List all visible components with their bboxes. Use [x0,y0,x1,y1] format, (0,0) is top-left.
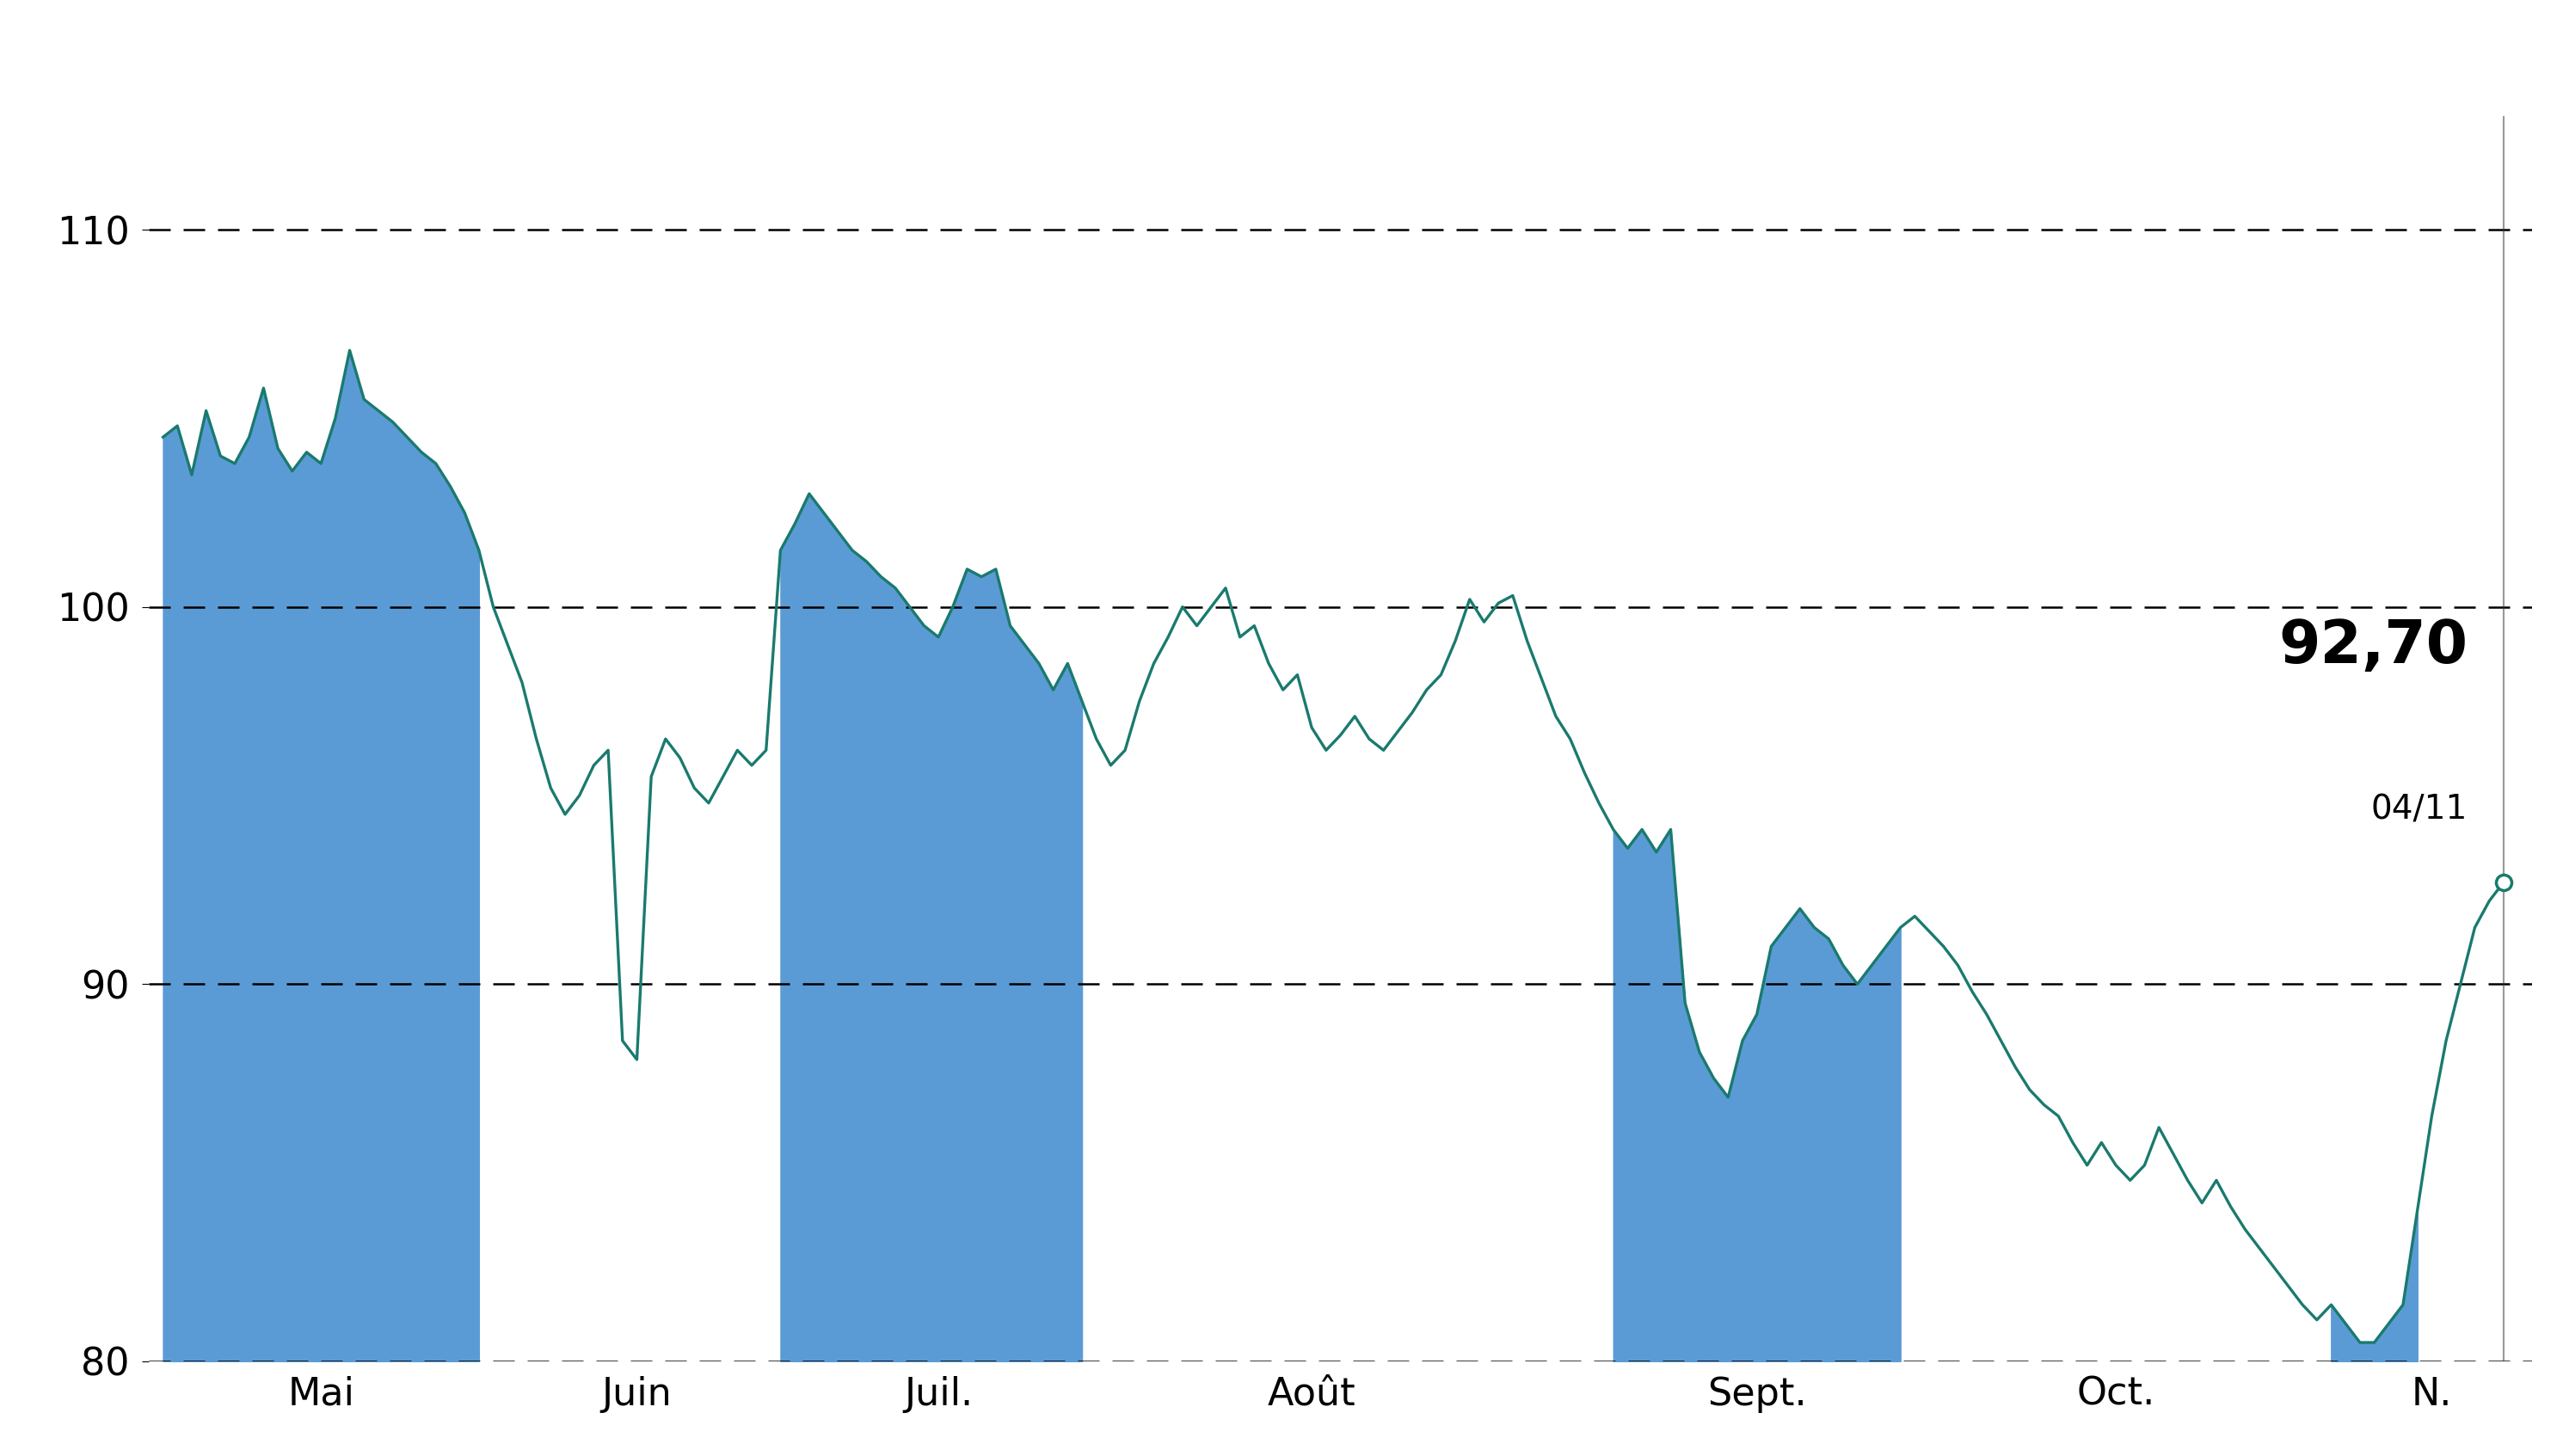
Text: 92,70: 92,70 [2279,617,2468,674]
Text: 04/11: 04/11 [2371,794,2468,826]
Text: SECHE ENVIRONNEM.: SECHE ENVIRONNEM. [692,6,1871,100]
